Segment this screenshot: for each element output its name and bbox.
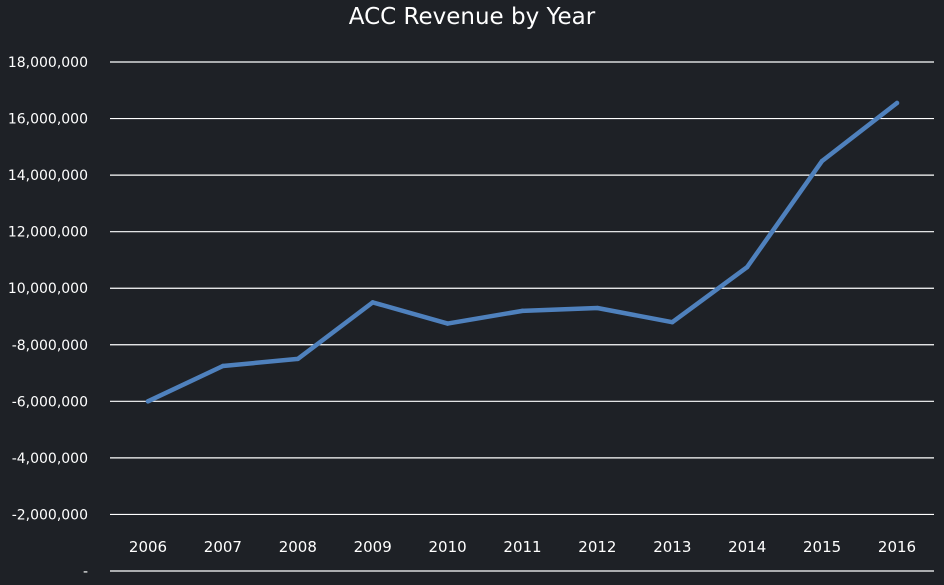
gridlines	[110, 61, 934, 572]
x-tick-label: 2016	[878, 538, 916, 556]
x-tick-label: 2013	[653, 538, 691, 556]
data-point	[894, 100, 900, 106]
chart-title: ACC Revenue by Year	[348, 4, 596, 30]
data-point	[145, 399, 151, 404]
series-line	[145, 100, 900, 404]
x-tick-label: 2006	[129, 538, 167, 556]
data-point	[819, 158, 825, 164]
y-tick-label: -4,000,000	[12, 451, 88, 467]
y-tick-label: -6,000,000	[12, 394, 88, 410]
y-tick-label: 12,000,000	[8, 225, 88, 241]
y-tick-label: -2,000,000	[12, 507, 88, 523]
data-point	[745, 264, 750, 270]
y-tick-label: 16,000,000	[8, 112, 88, 128]
x-tick-label: 2008	[279, 538, 317, 556]
data-point	[295, 356, 300, 362]
series-layer	[145, 100, 900, 404]
y-tick-label: 18,000,000	[8, 55, 88, 71]
y-tick-label: -	[83, 564, 88, 580]
x-tick-label: 2015	[803, 538, 841, 556]
data-point	[670, 319, 675, 325]
y-tick-label: 10,000,000	[8, 281, 88, 297]
x-tick-label: 2012	[578, 538, 616, 556]
data-point	[595, 305, 600, 311]
x-tick-label: 2011	[503, 538, 541, 556]
data-point	[520, 308, 525, 314]
y-tick-label: -8,000,000	[12, 338, 88, 354]
x-tick-label: 2009	[354, 538, 392, 556]
y-axis-tick-labels: - -2,000,000 -4,000,000 -6,000,000 -8,000,00…	[8, 55, 88, 580]
data-point	[220, 363, 226, 369]
x-axis-tick-labels: 2006 2007 2008 2009 2010 2011 2012 2013 2014 2015…	[129, 538, 916, 556]
x-tick-label: 2014	[728, 538, 766, 556]
data-point	[445, 321, 450, 326]
x-tick-label: 2010	[429, 538, 467, 556]
x-tick-label: 2007	[204, 538, 242, 556]
data-point	[370, 300, 375, 305]
y-tick-label: 14,000,000	[8, 168, 88, 184]
